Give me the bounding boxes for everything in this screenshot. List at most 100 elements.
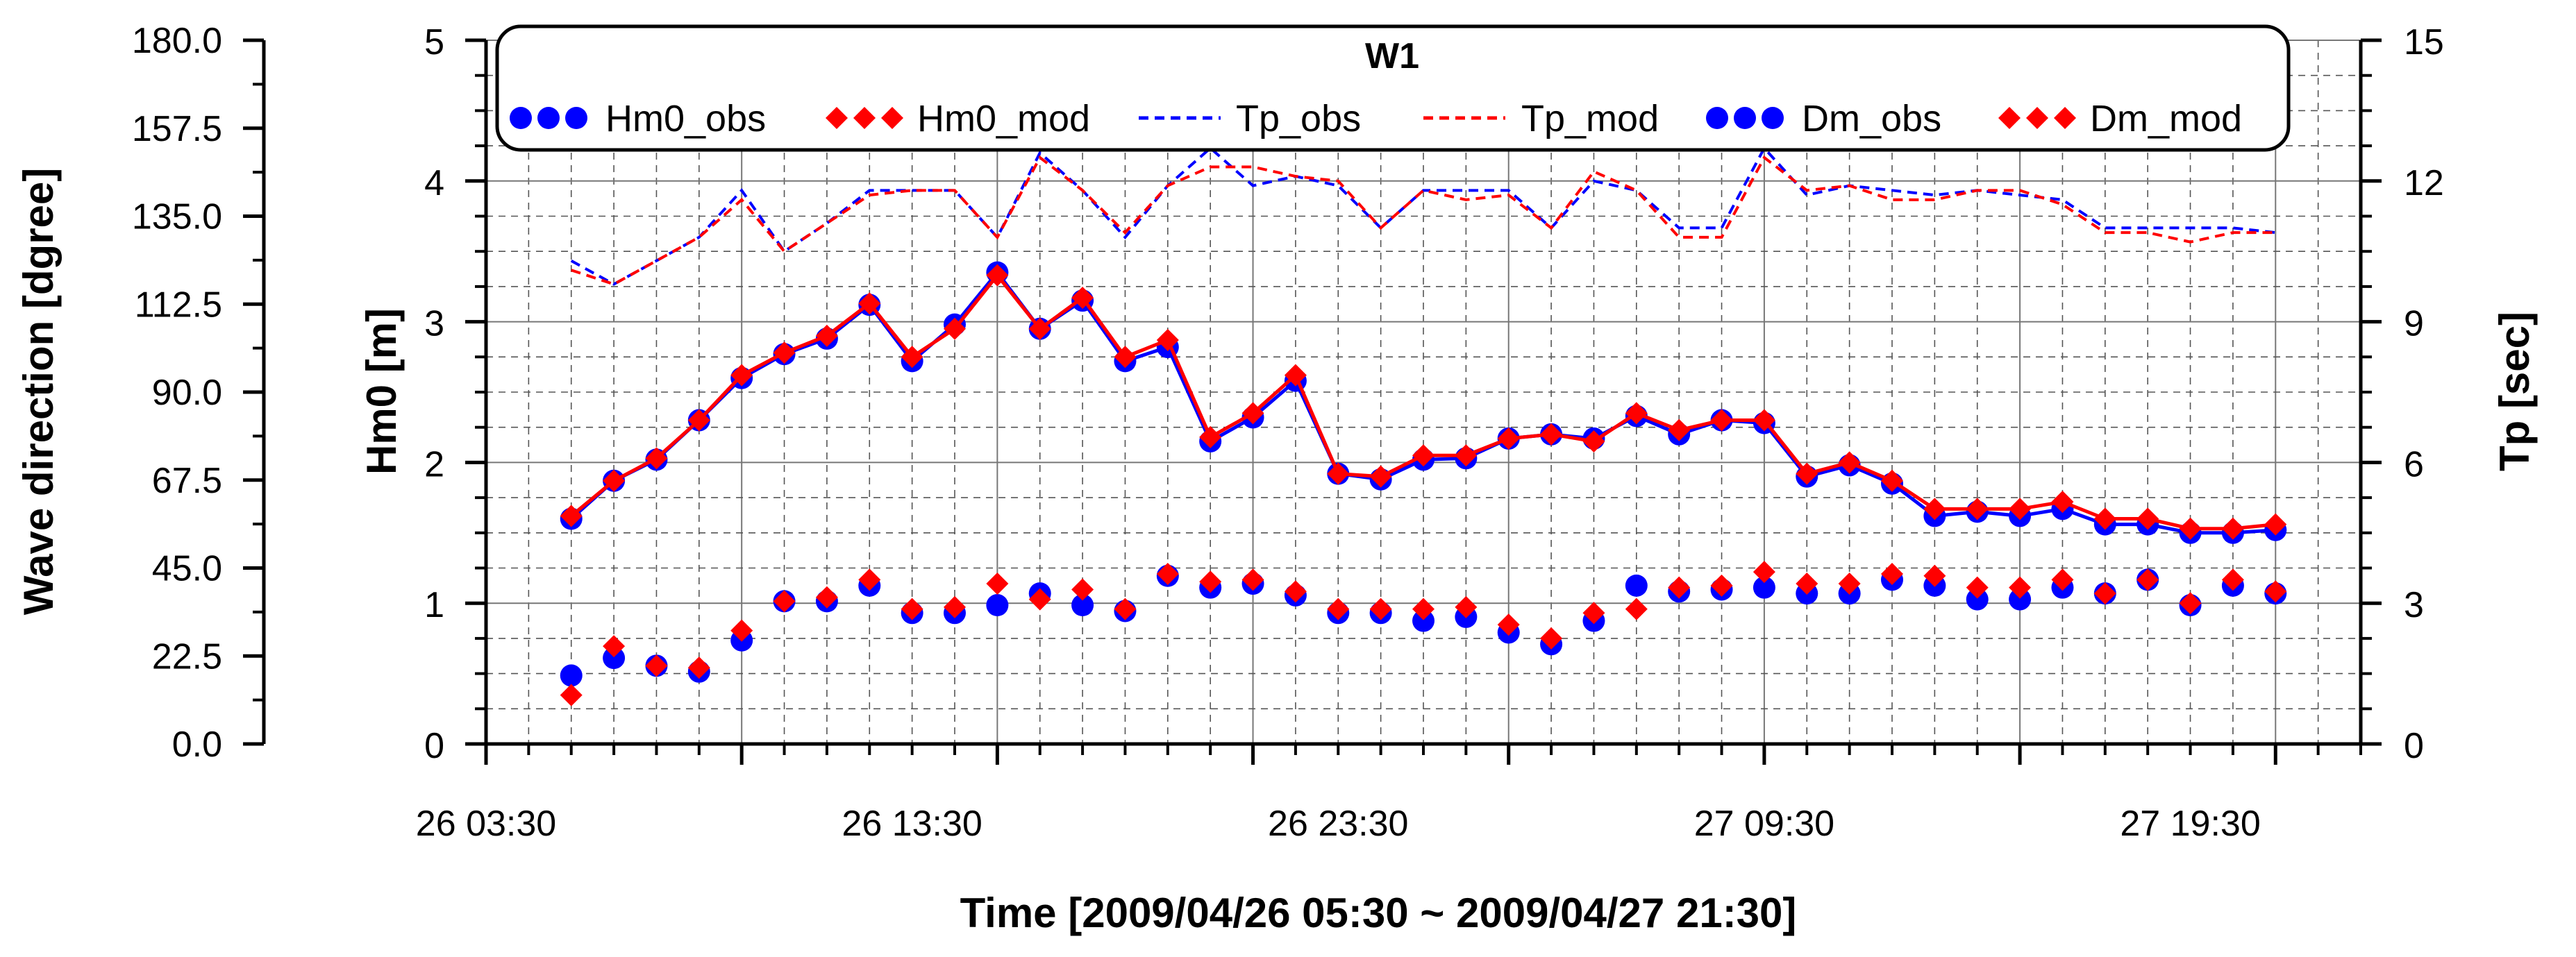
x-axis-title: Time [2009/04/26 05:30 ~ 2009/04/27 21:3… (960, 890, 1797, 936)
legend-swatch (853, 107, 876, 129)
hm0-mod-point (986, 264, 1009, 287)
hm0-mod-point (1199, 425, 1222, 448)
hm0-mod-point (1796, 462, 1818, 485)
dm-mod-point (1199, 570, 1222, 593)
wave-direction-tick-label: 157.5 (132, 109, 222, 149)
legend-swatch (2026, 107, 2048, 129)
dm-obs-point (560, 664, 583, 687)
dm-obs-point (1966, 588, 1989, 611)
dm-mod-point (645, 654, 668, 677)
dm-obs-point (1625, 574, 1648, 597)
dm-mod-point (944, 595, 966, 618)
legend-label: Dm_mod (2090, 98, 2242, 139)
legend-label: Tp_obs (1236, 98, 1361, 139)
dm-obs-point (1071, 594, 1094, 617)
dm-mod-point (2264, 580, 2287, 603)
tp-tick-label: 9 (2404, 304, 2424, 344)
dm-mod-point (858, 568, 881, 591)
legend-swatch (881, 107, 903, 129)
tp-tick-label: 0 (2404, 726, 2424, 766)
legend-title: W1 (1365, 36, 1419, 76)
tp-tick-label: 3 (2404, 585, 2424, 625)
hm0-mod-point (2179, 517, 2202, 540)
dm-obs-point (986, 594, 1009, 617)
hm0-axis-title: Hm0 [m] (358, 308, 405, 475)
hm0-mod-point (1241, 402, 1264, 425)
hm0-mod-point (2009, 498, 2032, 520)
hm0-mod-point (645, 447, 668, 470)
hm0-mod-point (815, 324, 838, 347)
dm-mod-point (1838, 573, 1861, 595)
dm-mod-point (2093, 582, 2116, 605)
hm0-mod-point (1540, 423, 1563, 446)
dm-mod-point (1412, 598, 1435, 620)
time-axis: 26 03:30 26 13:30 26 23:30 27 09:30 27 19:30 (416, 744, 2362, 844)
legend-entry-hm0-mod: Hm0_mod (826, 98, 1090, 139)
dm-mod-point (2051, 568, 2074, 591)
dm-mod-point (901, 598, 923, 620)
wave-direction-tick-label: 135.0 (132, 197, 222, 237)
dm-mod-point (560, 684, 583, 706)
dm-mod-point (1284, 580, 1307, 603)
hm0-mod-point (603, 469, 626, 492)
legend-swatch (510, 107, 532, 129)
wave-direction-tick-label: 112.5 (135, 285, 222, 325)
hm0-mod-point (560, 505, 583, 527)
wave-direction-tick-label: 180.0 (132, 21, 222, 61)
legend-swatch (1706, 107, 1728, 129)
hm0-tick-label: 3 (424, 304, 444, 344)
hm0-tick-label: 5 (424, 22, 444, 62)
hm0-mod-point (773, 341, 796, 364)
series-layer (560, 146, 2287, 706)
tp-obs-line (570, 146, 2276, 286)
dm-mod-point (815, 586, 838, 609)
hm0-mod-point (858, 292, 881, 315)
hm0-tick-label: 4 (424, 163, 444, 203)
legend-entry-tp-obs: Tp_obs (1139, 98, 1361, 139)
wave-direction-tick-label: 90.0 (152, 373, 222, 413)
hm0-mod-point (1966, 498, 1989, 520)
dm-mod-point (2221, 568, 2244, 591)
axis-titles: Time [2009/04/26 05:30 ~ 2009/04/27 21:3… (15, 168, 2538, 936)
hm0-tick-label: 2 (424, 444, 444, 484)
tp-obs-series (570, 146, 2276, 286)
legend-label: Tp_mod (1521, 98, 1659, 139)
legend-entry-hm0-obs: Hm0_obs (510, 98, 766, 139)
legend-swatch (537, 107, 560, 129)
dm-mod-point (773, 590, 796, 613)
dm-mod-point (603, 635, 626, 658)
wave-direction-tick-label: 0.0 (172, 725, 222, 765)
hm0-mod-point (1710, 409, 1733, 432)
hm0-mod-point (1668, 418, 1691, 441)
dm-obs-point (603, 647, 626, 670)
wave-direction-axis-title: Wave direction [dgree] (15, 168, 62, 616)
dm-mod-point (1966, 576, 1989, 599)
dm-mod-point (687, 657, 710, 679)
wave-direction-tick-label: 67.5 (152, 461, 222, 501)
legend-box (495, 24, 2291, 152)
hm0-mod-point (1582, 430, 1605, 452)
dm-mod-point (1668, 576, 1691, 599)
hm0-mod-series (560, 264, 2287, 540)
hm0-mod-point (944, 317, 966, 340)
legend-entry-dm-obs: Dm_obs (1706, 98, 1941, 139)
legend-swatch (565, 107, 587, 129)
dm-mod-point (730, 619, 753, 642)
dm-obs-point (1753, 576, 1775, 599)
tp-tick-label: 6 (2404, 444, 2424, 484)
time-tick-label: 27 19:30 (2120, 804, 2260, 844)
legend-swatch (1998, 107, 2021, 129)
dm-mod-point (2009, 576, 2032, 599)
hm0-tick-label: 0 (424, 726, 444, 766)
dm-mod-point (1753, 561, 1775, 584)
dm-mod-point (1582, 602, 1605, 625)
dm-mod-point (1881, 562, 1903, 585)
dm-mod-point (986, 573, 1009, 595)
hm0-mod-point (1114, 346, 1137, 369)
hm0-mod-point (1838, 451, 1861, 474)
hm0-mod-point (901, 346, 923, 369)
hm0-mod-point (1369, 465, 1392, 488)
wave-direction-tick-label: 45.0 (152, 549, 222, 589)
legend-swatch (1734, 107, 1756, 129)
hm0-mod-point (2051, 491, 2074, 514)
